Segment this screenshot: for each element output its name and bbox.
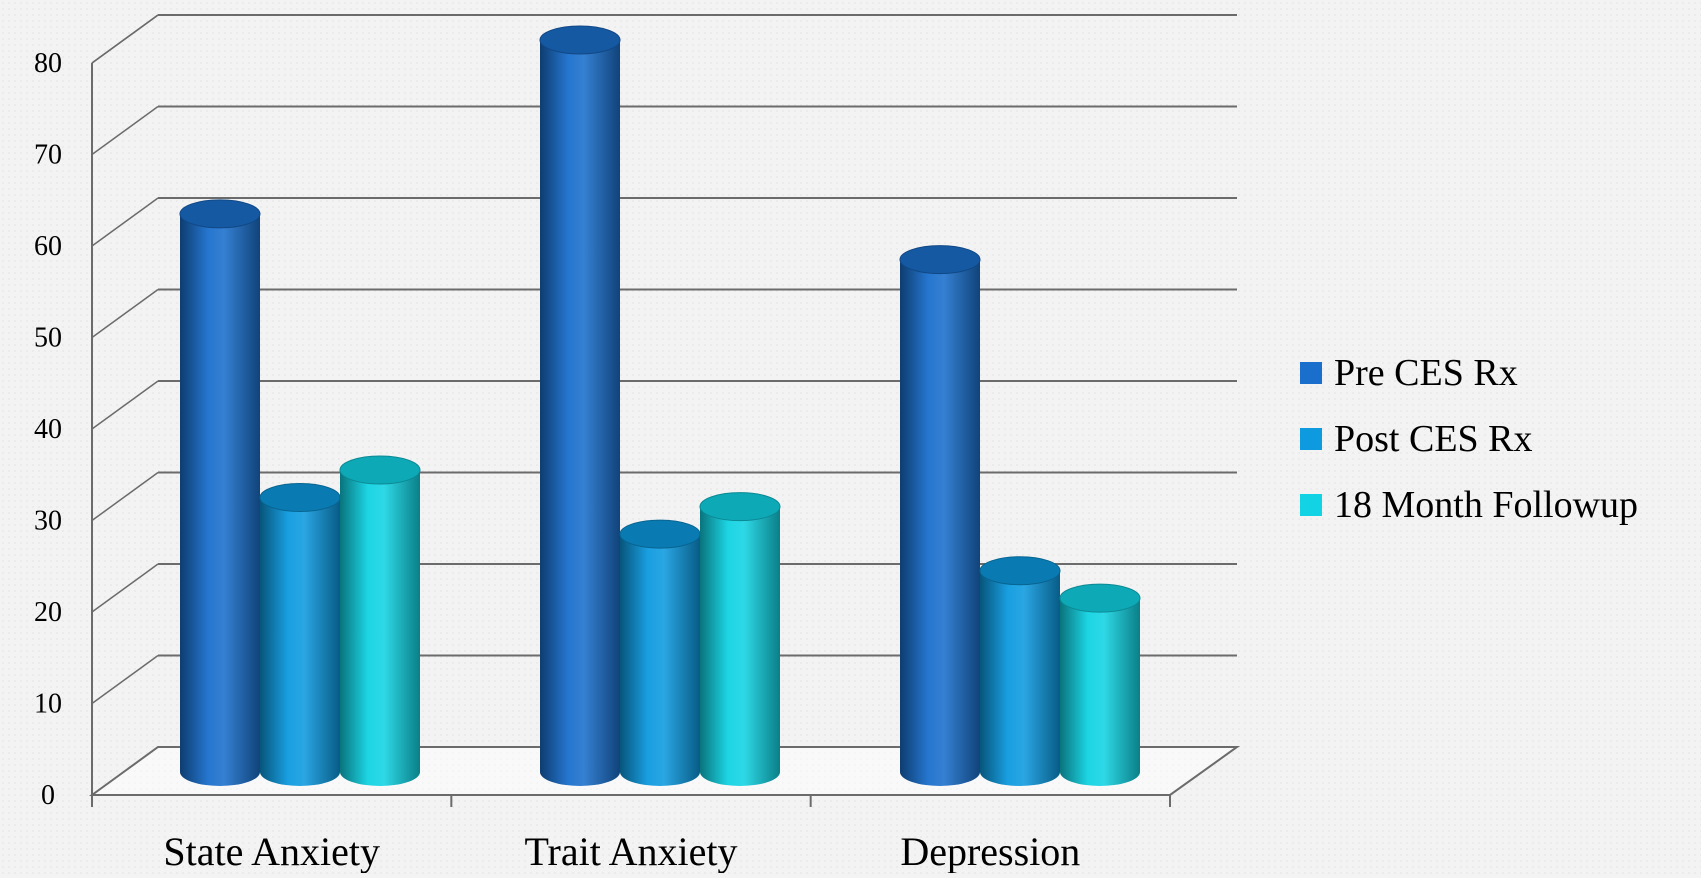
legend-swatch: [1300, 494, 1322, 516]
y-tick-label: 30: [34, 506, 62, 537]
legend-label: 18 Month Followup: [1334, 484, 1639, 526]
gridline-side: [91, 197, 159, 247]
bar: [259, 483, 341, 786]
legend-swatch: [1300, 428, 1322, 450]
legend-label: Pre CES Rx: [1334, 352, 1518, 394]
gridline-side: [91, 654, 159, 705]
bar: [699, 492, 781, 786]
gridline-side: [91, 471, 159, 522]
gridline-side: [91, 380, 159, 430]
axis-labels: 0 10 20 30 40 50 60 70 80 State Anxiety Trait Anxi…: [34, 48, 1080, 874]
bar: [539, 25, 621, 786]
y-axis-top: [91, 14, 159, 64]
y-tick-label: 10: [34, 689, 62, 720]
y-tick-label: 40: [34, 414, 62, 445]
gridline-side: [91, 288, 159, 339]
legend-swatch: [1300, 362, 1322, 384]
bar: [1059, 583, 1141, 786]
legend-item: 18 Month Followup: [1300, 472, 1638, 538]
legend: Pre CES Rx Post CES Rx 18 Month Followup: [1300, 340, 1638, 538]
legend-label: Post CES Rx: [1334, 418, 1533, 460]
bars: [179, 25, 1141, 787]
y-tick-label: 50: [34, 323, 62, 354]
y-tick-label: 70: [34, 140, 62, 171]
bar: [619, 519, 701, 786]
bar: [339, 455, 421, 786]
y-tick-label: 80: [34, 48, 62, 79]
y-tick-label: 60: [34, 231, 62, 262]
gridline-side: [91, 563, 159, 613]
x-category-label: Depression: [900, 829, 1080, 873]
bar: [899, 245, 981, 787]
legend-item: Pre CES Rx: [1300, 340, 1638, 406]
bar: [179, 199, 261, 787]
y-tick-label: 0: [41, 780, 55, 811]
y-tick-label: 20: [34, 597, 62, 628]
x-category-label: Trait Anxiety: [525, 829, 738, 873]
x-category-label: State Anxiety: [163, 829, 380, 873]
legend-item: Post CES Rx: [1300, 406, 1638, 472]
gridline-side: [91, 105, 159, 156]
bar: [979, 556, 1061, 786]
